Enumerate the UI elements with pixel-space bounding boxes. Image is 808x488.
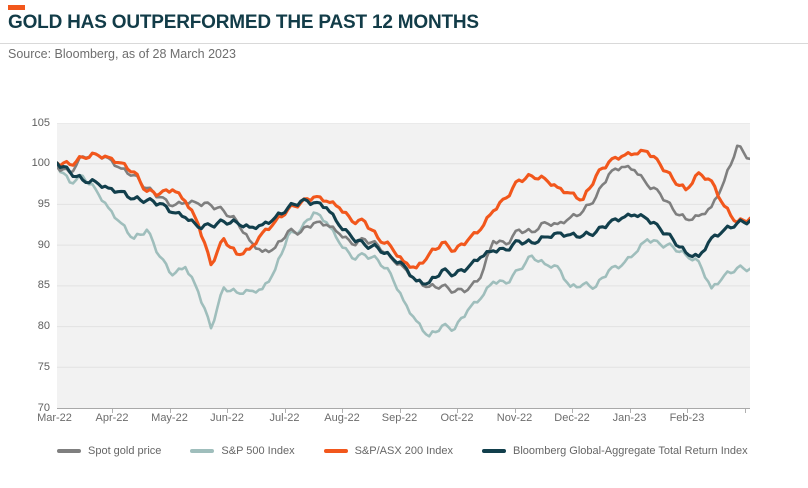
legend-label: Spot gold price <box>88 445 162 457</box>
x-axis-label: Oct-22 <box>440 412 474 424</box>
source-note: Source: Bloomberg, as of 28 March 2023 <box>8 47 236 61</box>
y-axis-label: 95 <box>37 197 50 210</box>
y-axis-label: 90 <box>37 238 50 251</box>
legend-item: Spot gold price <box>57 445 161 457</box>
x-axis-label: Mar-22 <box>37 412 72 424</box>
x-axis-label: Nov-22 <box>496 412 533 424</box>
series-line-2 <box>57 163 750 338</box>
x-axis-tick <box>514 409 516 413</box>
x-axis-tick <box>399 409 401 413</box>
chart-legend: Spot gold price S&P 500 Index S&P/ASX 200 … <box>57 445 748 457</box>
x-axis-label: Sep-22 <box>381 412 418 424</box>
accent-dash <box>8 5 25 10</box>
series-line-3 <box>57 148 750 270</box>
x-axis-label: Dec-22 <box>554 412 590 424</box>
legend-item: Bloomberg Global-Aggregate Total Return … <box>482 445 748 457</box>
x-axis-tick <box>284 409 286 413</box>
y-axis-label: 75 <box>37 360 50 373</box>
x-axis-label: Aug-22 <box>324 412 360 424</box>
legend-swatch <box>482 449 507 453</box>
x-axis-label: Jul-22 <box>269 412 300 424</box>
x-axis-tick <box>572 409 573 413</box>
line-chart <box>57 123 750 368</box>
x-axis-label: Feb-23 <box>669 412 705 424</box>
legend-swatch <box>57 449 81 453</box>
x-axis-label: Apr-22 <box>95 412 129 424</box>
x-axis-tick <box>169 409 171 413</box>
x-axis-label: Jun-22 <box>210 412 244 424</box>
x-axis-tick <box>457 409 458 413</box>
x-axis-tick <box>629 409 631 413</box>
legend-item: S&P/ASX 200 Index <box>323 445 454 457</box>
header-divider <box>0 43 808 44</box>
legend-label: Bloomberg Global-Aggregate Total Return … <box>513 445 748 457</box>
x-axis-tick <box>744 409 746 413</box>
x-axis-tick <box>687 409 688 413</box>
y-axis-label: 100 <box>31 157 50 170</box>
x-axis-label: Jan-23 <box>612 412 647 424</box>
series-line-4 <box>57 161 750 286</box>
x-axis-tick <box>342 409 343 413</box>
x-axis-label: May-22 <box>151 412 188 424</box>
legend-label: S&P 500 Index <box>221 445 295 457</box>
legend-item: S&P 500 Index <box>190 445 295 457</box>
x-axis-tick <box>227 409 228 413</box>
y-axis-label: 80 <box>37 320 50 333</box>
page-title: GOLD HAS OUTPERFORMED THE PAST 12 MONTHS <box>8 12 479 33</box>
y-axis-label: 85 <box>37 279 50 292</box>
y-axis-label: 70 <box>37 401 50 414</box>
legend-swatch <box>323 449 348 453</box>
y-axis-label: 105 <box>31 116 50 129</box>
legend-swatch <box>190 449 215 453</box>
legend-label: S&P/ASX 200 Index <box>354 445 454 457</box>
x-axis-tick <box>112 409 113 413</box>
